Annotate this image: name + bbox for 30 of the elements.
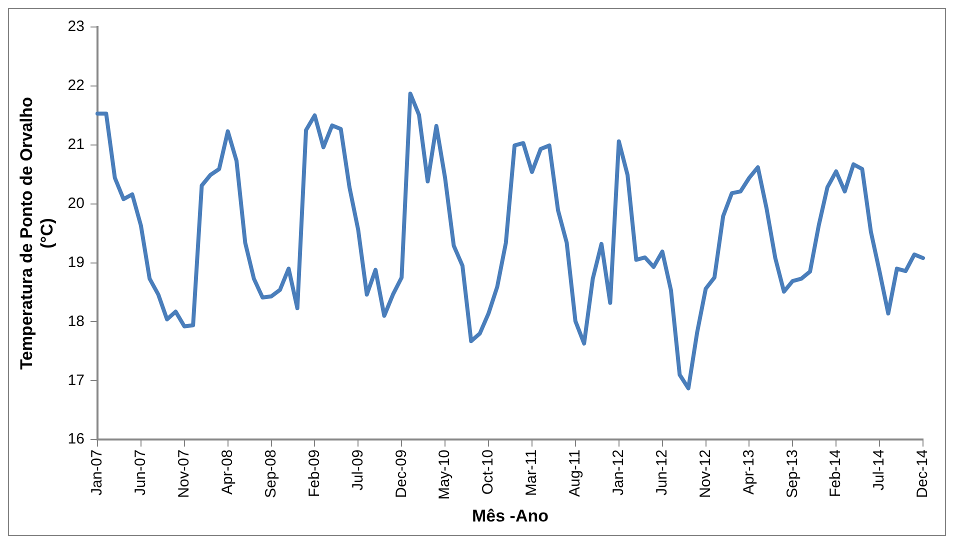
x-tick-label: Mar-11 bbox=[523, 450, 540, 496]
x-tick-label: Jul-09 bbox=[349, 450, 366, 490]
y-axis-title: Temperatura de Ponto de Orvalho (°C) bbox=[16, 96, 56, 370]
y-tick-label: 22 bbox=[68, 77, 84, 94]
x-tick-label: Feb-09 bbox=[306, 450, 323, 498]
x-tick-label: Oct-10 bbox=[480, 450, 497, 495]
x-tick-label: Aug-11 bbox=[566, 450, 584, 497]
y-tick-label: 21 bbox=[68, 136, 84, 154]
x-tick-label: Jul-14 bbox=[870, 450, 888, 490]
x-tick-label: Apr-08 bbox=[218, 450, 236, 495]
x-tick-label: May-10 bbox=[436, 450, 454, 500]
x-tick-label: Jan-07 bbox=[88, 450, 106, 496]
y-tick-label: 20 bbox=[68, 194, 84, 212]
x-tick-label: Jan-12 bbox=[610, 450, 628, 496]
x-tick-label: Nov-12 bbox=[696, 450, 714, 498]
x-tick-label: Apr-13 bbox=[740, 450, 758, 495]
x-axis-title: Mês -Ano bbox=[472, 506, 548, 526]
x-tick-label: Jun-12 bbox=[653, 450, 670, 496]
x-tick-label: Feb-14 bbox=[827, 450, 844, 498]
y-tick-label: 16 bbox=[68, 430, 84, 448]
y-tick-label: 19 bbox=[68, 254, 84, 271]
y-tick-label: 23 bbox=[68, 18, 84, 36]
y-tick-label: 18 bbox=[68, 312, 84, 330]
x-tick-label: Jun-07 bbox=[132, 450, 150, 496]
x-tick-label: Sep-13 bbox=[784, 450, 801, 498]
x-tick-label: Nov-07 bbox=[176, 450, 193, 498]
x-tick-label: Sep-08 bbox=[262, 450, 280, 498]
y-tick-label: 17 bbox=[68, 372, 84, 389]
x-tick-label: Dec-09 bbox=[392, 450, 410, 498]
x-tick-label: Dec-14 bbox=[914, 450, 932, 498]
